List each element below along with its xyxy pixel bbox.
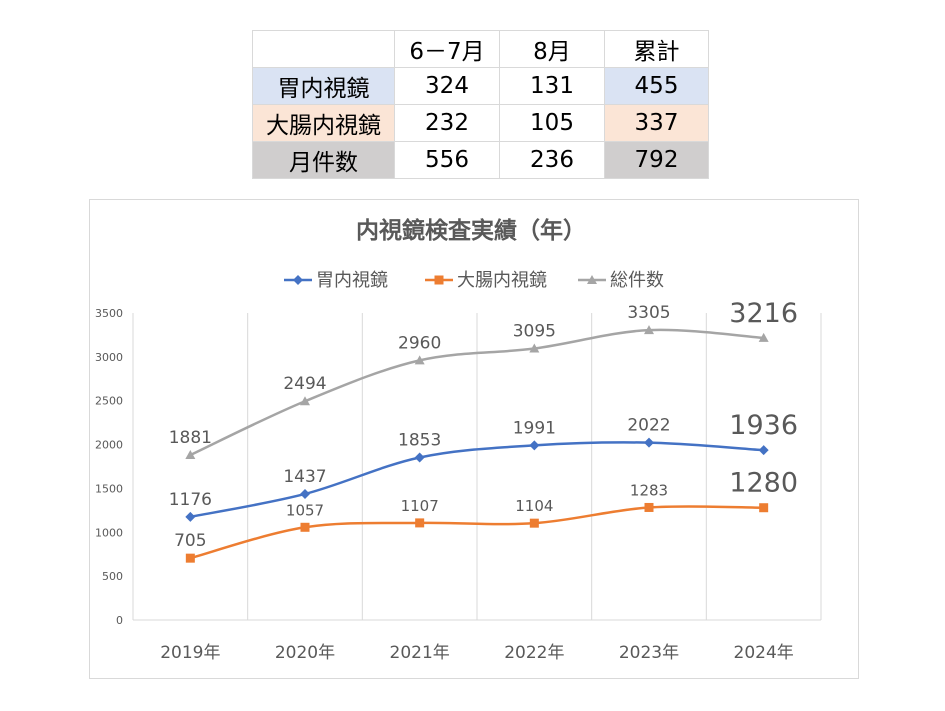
chart-canvas: 内視鏡検査実績（年） 胃内視鏡 大腸内視鏡 総件数 0 500 1000 1500 2000… <box>95 217 822 663</box>
data-point-triangle <box>587 275 597 284</box>
row-total: 792 <box>604 141 709 179</box>
x-tick-label: 2019年 <box>160 643 220 663</box>
data-label: 1107 <box>401 497 439 515</box>
data-label: 1437 <box>283 467 326 487</box>
data-label: 1057 <box>286 501 324 519</box>
data-label: 1853 <box>398 430 441 450</box>
row-label: 月件数 <box>252 141 395 179</box>
data-point-square <box>434 275 444 285</box>
data-point-diamond <box>414 452 425 463</box>
data-label: 1104 <box>515 497 553 515</box>
chart-legend: 胃内視鏡 大腸内視鏡 総件数 <box>284 270 664 291</box>
series-line <box>190 505 764 560</box>
data-label: 2494 <box>283 374 326 394</box>
y-tick-label: 500 <box>102 570 123 583</box>
header-cell-aug: 8月 <box>499 30 605 68</box>
x-tick-label: 2020年 <box>275 643 335 663</box>
y-tick-label: 1500 <box>95 482 123 495</box>
summary-row-gastric: 胃内視鏡 324 131 455 <box>252 67 709 105</box>
y-tick-label: 1000 <box>95 526 123 539</box>
data-label: 3305 <box>627 303 670 323</box>
data-label: 1991 <box>513 418 556 438</box>
data-labels: 1176 1437 1853 1991 2022 1936 705 1057 1107 1104 1… <box>169 298 798 551</box>
row-cell: 236 <box>499 141 605 179</box>
data-point-diamond <box>293 275 303 285</box>
chart-series <box>185 325 769 563</box>
data-point-square <box>415 518 425 528</box>
data-label: 3216 <box>729 298 798 329</box>
chart-title: 内視鏡検査実績（年） <box>356 217 586 244</box>
data-point-square <box>185 553 195 563</box>
legend-label: 総件数 <box>610 270 664 291</box>
data-point-diamond <box>758 445 769 456</box>
row-total: 455 <box>604 67 709 105</box>
x-tick-label: 2022年 <box>504 643 564 663</box>
y-tick-label: 2000 <box>95 439 123 452</box>
data-label: 3095 <box>513 322 556 342</box>
data-point-triangle <box>300 396 310 406</box>
row-label: 胃内視鏡 <box>252 67 395 105</box>
summary-row-monthly: 月件数 556 236 792 <box>252 141 709 179</box>
legend-label: 胃内視鏡 <box>316 270 388 291</box>
row-cell: 556 <box>394 141 500 179</box>
data-label: 705 <box>174 531 206 551</box>
data-point-diamond <box>185 511 196 522</box>
data-label: 1280 <box>729 468 798 499</box>
x-tick-label: 2024年 <box>734 643 794 663</box>
y-tick-label: 3500 <box>95 307 123 320</box>
data-label: 1283 <box>630 481 668 499</box>
x-tick-label: 2023年 <box>619 643 679 663</box>
data-point-square <box>644 502 654 512</box>
series-line <box>189 328 764 457</box>
header-cell-empty <box>252 30 395 68</box>
data-point-triangle <box>758 332 769 342</box>
summary-table: 6－7月 8月 累計 胃内視鏡 324 131 455 大腸内視鏡 232 10… <box>252 30 709 179</box>
data-label: 2022 <box>627 416 670 436</box>
chart-grid <box>132 313 822 621</box>
y-tick-label: 0 <box>116 614 123 627</box>
row-cell: 131 <box>499 67 605 105</box>
row-cell: 105 <box>499 104 605 142</box>
data-point-diamond <box>644 437 654 448</box>
legend-label: 大腸内視鏡 <box>457 270 547 291</box>
summary-row-colon: 大腸内視鏡 232 105 337 <box>252 104 709 142</box>
data-label: 1176 <box>169 490 212 510</box>
row-label: 大腸内視鏡 <box>252 104 395 142</box>
series-line <box>190 441 764 519</box>
data-label: 2960 <box>398 333 441 353</box>
data-point-square <box>300 522 310 532</box>
x-axis: 2019年 2020年 2021年 2022年 2023年 2024年 <box>160 643 794 663</box>
data-label: 1936 <box>729 410 798 441</box>
data-point-triangle <box>529 343 540 353</box>
header-cell-total: 累計 <box>604 30 709 68</box>
data-point-diamond <box>300 488 310 499</box>
data-point-square <box>529 518 539 528</box>
data-point-triangle <box>185 450 196 460</box>
y-tick-label: 2500 <box>95 395 123 408</box>
x-tick-label: 2021年 <box>390 643 450 663</box>
row-total: 337 <box>604 104 709 142</box>
y-tick-label: 3000 <box>95 351 123 364</box>
header-cell-jun-jul: 6－7月 <box>394 30 500 68</box>
y-axis: 0 500 1000 1500 2000 2500 3000 3500 <box>95 307 123 627</box>
line-chart: 内視鏡検査実績（年） 胃内視鏡 大腸内視鏡 総件数 0 500 1000 1500 2000… <box>89 199 859 679</box>
summary-header-row: 6－7月 8月 累計 <box>252 30 709 68</box>
data-point-triangle <box>414 355 425 365</box>
data-point-square <box>759 503 769 513</box>
data-label: 1881 <box>169 428 212 448</box>
data-point-diamond <box>529 440 540 451</box>
data-point-triangle <box>644 325 654 335</box>
row-cell: 324 <box>394 67 500 105</box>
row-cell: 232 <box>394 104 500 142</box>
